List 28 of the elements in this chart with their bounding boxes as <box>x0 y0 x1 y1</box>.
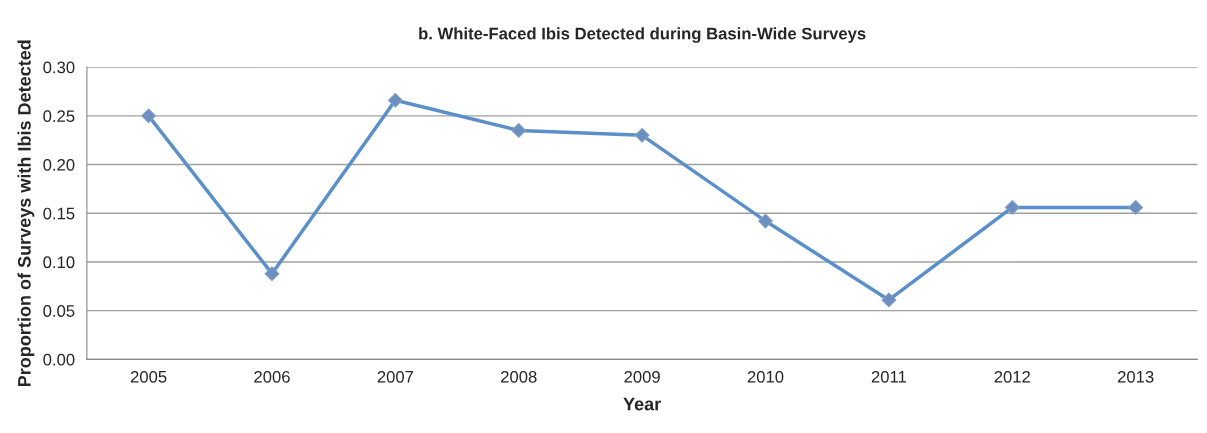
point <box>1004 200 1020 215</box>
point <box>264 266 280 282</box>
x-tick-label: 2010 <box>747 370 784 383</box>
x-tick-label: 2007 <box>377 370 414 383</box>
chart-title: b. White-Faced Ibis Detected during Basin-Wide Surveys <box>419 27 866 43</box>
y-tick-label: 0.10 <box>43 256 75 269</box>
x-tick-label: 2012 <box>994 370 1030 383</box>
point <box>1128 200 1144 215</box>
y-tick-label: 0.05 <box>43 305 75 317</box>
y-axis-title: Proportion of Surveys with Ibis Detected <box>17 40 35 387</box>
x-tick-label: 2011 <box>871 370 906 383</box>
point <box>141 108 156 124</box>
x-tick-label: 2006 <box>254 370 290 383</box>
point <box>758 213 773 229</box>
point <box>634 127 650 143</box>
point <box>387 92 403 108</box>
y-tick-label: 0.00 <box>43 353 75 366</box>
y-tick-label: 0.20 <box>43 158 75 171</box>
point <box>881 292 897 308</box>
x-tick-label: 2008 <box>501 370 537 383</box>
x-tick-label: 2013 <box>1117 370 1154 383</box>
point <box>511 123 527 138</box>
x-tick-label: 2009 <box>624 370 660 383</box>
x-tick-label: 2005 <box>130 370 167 383</box>
y-tick-label: 0.25 <box>43 110 75 123</box>
x-axis-title: Year <box>623 397 661 411</box>
y-tick-label: 0.15 <box>43 207 75 220</box>
y-tick-label: 0.30 <box>43 61 75 74</box>
